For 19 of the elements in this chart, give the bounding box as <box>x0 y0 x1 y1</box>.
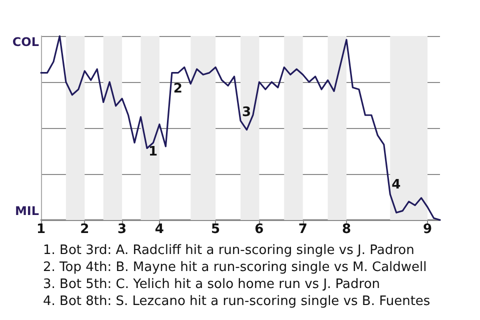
x-tick-label: 3 <box>118 222 127 237</box>
x-tick-label: 9 <box>423 222 432 237</box>
x-tick-label: 6 <box>254 222 264 237</box>
x-tick-label: 7 <box>298 222 308 237</box>
x-tick-label: 1 <box>36 222 46 237</box>
text: 3. Bot 5th: C. Yelich hit a solo home run vs J. Padron <box>43 277 380 292</box>
annotation: 4 <box>392 178 401 193</box>
text: 2. Top 4th: B. Mayne hit a run-scoring single vs M. Caldwell <box>43 260 427 275</box>
annotation: 2 <box>173 81 182 96</box>
text: MIL <box>14 204 40 218</box>
x-tick-label: 4 <box>154 222 164 237</box>
text: 4. Bot 8th: S. Lezcano hit a run-scoring single vs B. Fuentes <box>43 294 430 309</box>
x-tick-label: 2 <box>80 222 90 237</box>
annotation: 1 <box>148 144 158 160</box>
x-tick-label: 8 <box>342 222 352 237</box>
x-tick-label: 5 <box>211 222 220 237</box>
text: COL <box>12 35 40 49</box>
text: 1. Bot 3rd: A. Radcliff hit a run-scoring single vs J. Padron <box>43 243 414 258</box>
annotation: 3 <box>242 105 252 120</box>
